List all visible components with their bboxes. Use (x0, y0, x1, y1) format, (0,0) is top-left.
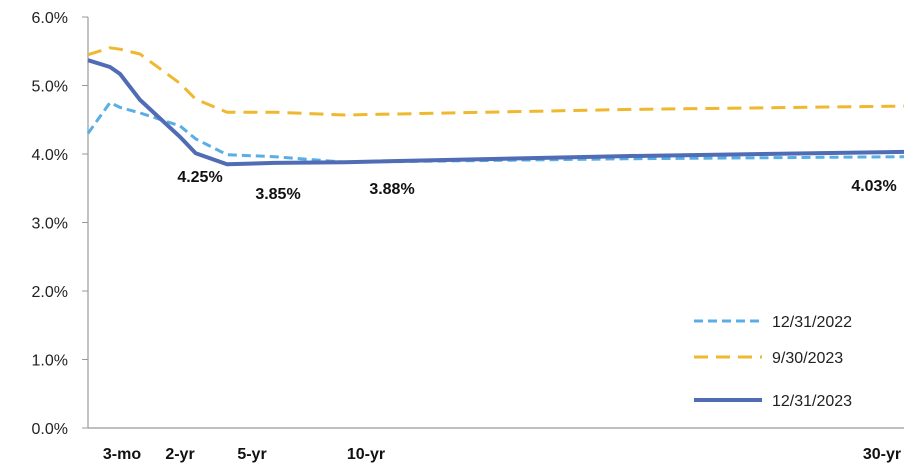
y-tick-label: 3.0% (32, 216, 68, 233)
data-label: 3.88% (369, 181, 414, 198)
y-axis-ticks: 0.0% 1.0% 2.0% 3.0% 4.0% 5.0% 6.0% (32, 10, 88, 438)
x-tick-label: 10-yr (347, 446, 385, 463)
data-label: 3.85% (255, 186, 300, 203)
data-label: 4.25% (177, 169, 222, 186)
legend-label: 12/31/2023 (772, 393, 852, 410)
x-tick-label: 2-yr (165, 446, 194, 463)
legend-label: 12/31/2022 (772, 314, 852, 331)
x-tick-label: 5-yr (237, 446, 266, 463)
series-lines (86, 46, 905, 167)
data-label: 4.03% (851, 178, 896, 195)
y-tick-label: 0.0% (32, 421, 68, 438)
series-line-12-31-2023 (87, 58, 905, 167)
y-tick-label: 6.0% (32, 10, 68, 27)
x-tick-label: 30-yr (863, 446, 901, 463)
y-tick-label: 5.0% (32, 79, 68, 96)
x-tick-label: 3-mo (103, 446, 141, 463)
y-tick-label: 4.0% (32, 147, 68, 164)
series-line-9-30-2023 (87, 46, 905, 117)
x-axis-ticks: 3-mo 2-yr 5-yr 10-yr 30-yr (103, 446, 901, 463)
y-tick-label: 1.0% (32, 353, 68, 370)
legend-label: 9/30/2023 (772, 350, 843, 367)
data-labels: 4.25% 3.85% 3.88% 4.03% (177, 169, 896, 203)
y-tick-label: 2.0% (32, 284, 68, 301)
legend: 12/31/2022 9/30/2023 12/31/2023 (664, 300, 904, 420)
